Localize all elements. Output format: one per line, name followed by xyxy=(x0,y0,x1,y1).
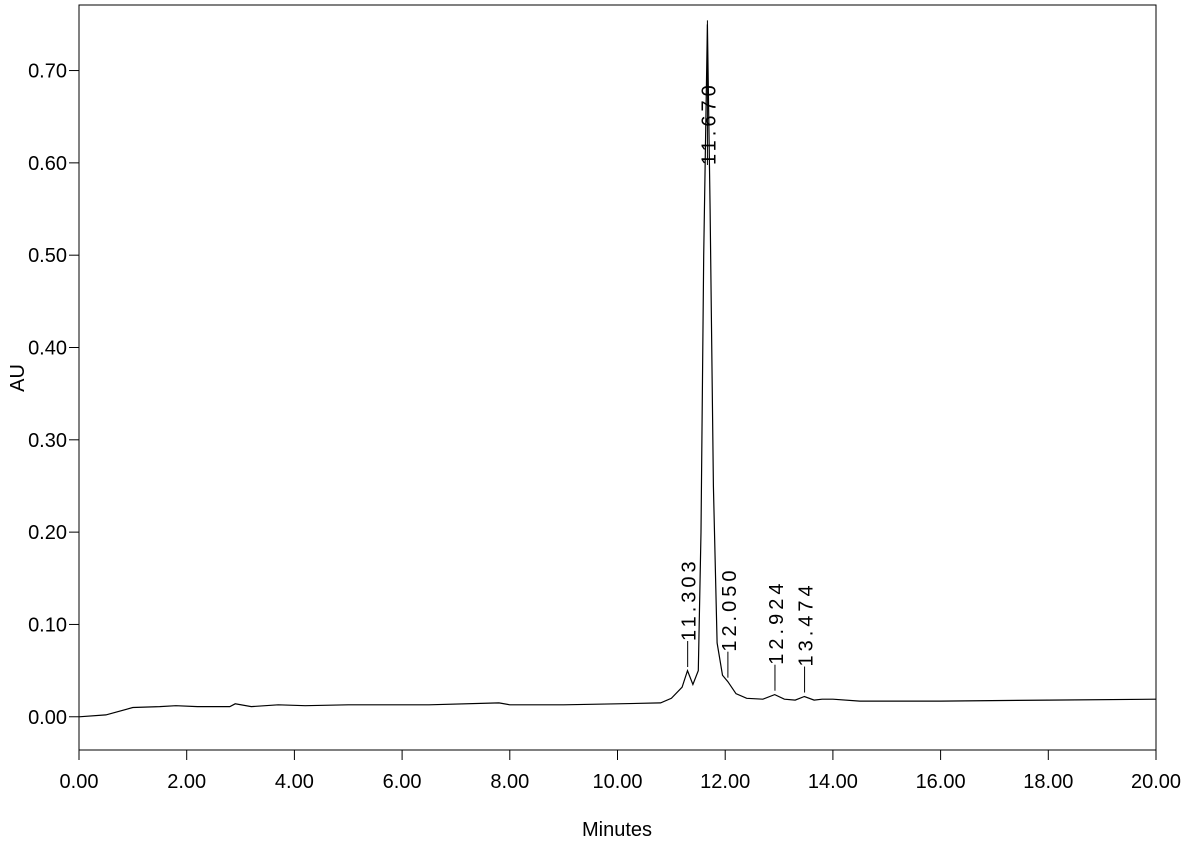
x-tick-label: 16.00 xyxy=(916,771,966,793)
peak-label: 12.050 xyxy=(719,567,741,652)
x-tick-label: 18.00 xyxy=(1023,771,1073,793)
peak-label: 11.303 xyxy=(679,557,701,641)
x-tick-label: 20.00 xyxy=(1131,771,1181,793)
plot-frame xyxy=(78,4,1157,751)
x-axis-label: Minutes xyxy=(582,819,652,841)
y-axis-label: AU xyxy=(7,364,29,392)
y-tick-label: 0.00 xyxy=(28,707,67,729)
x-tick-label: 4.00 xyxy=(275,771,314,793)
x-tick-label: 14.00 xyxy=(808,771,858,793)
y-tick-label: 0.70 xyxy=(28,61,67,83)
x-tick-label: 2.00 xyxy=(167,771,206,793)
y-tick-label: 0.30 xyxy=(28,430,67,452)
y-tick-label: 0.60 xyxy=(28,153,67,175)
y-tick-label: 0.50 xyxy=(28,245,67,267)
x-tick-label: 10.00 xyxy=(592,771,642,793)
peak-label: 12.924 xyxy=(766,580,788,665)
y-tick-label: 0.20 xyxy=(28,522,67,544)
x-tick-label: 0.00 xyxy=(60,771,99,793)
y-tick-label: 0.40 xyxy=(28,337,67,359)
peak-label: 13.474 xyxy=(796,581,818,666)
peak-label: 11.670 xyxy=(698,81,720,165)
trace xyxy=(78,24,1157,718)
y-tick-label: 0.10 xyxy=(28,614,67,636)
x-tick-label: 8.00 xyxy=(490,771,529,793)
x-tick-label: 12.00 xyxy=(700,771,750,793)
x-tick-label: 6.00 xyxy=(383,771,422,793)
